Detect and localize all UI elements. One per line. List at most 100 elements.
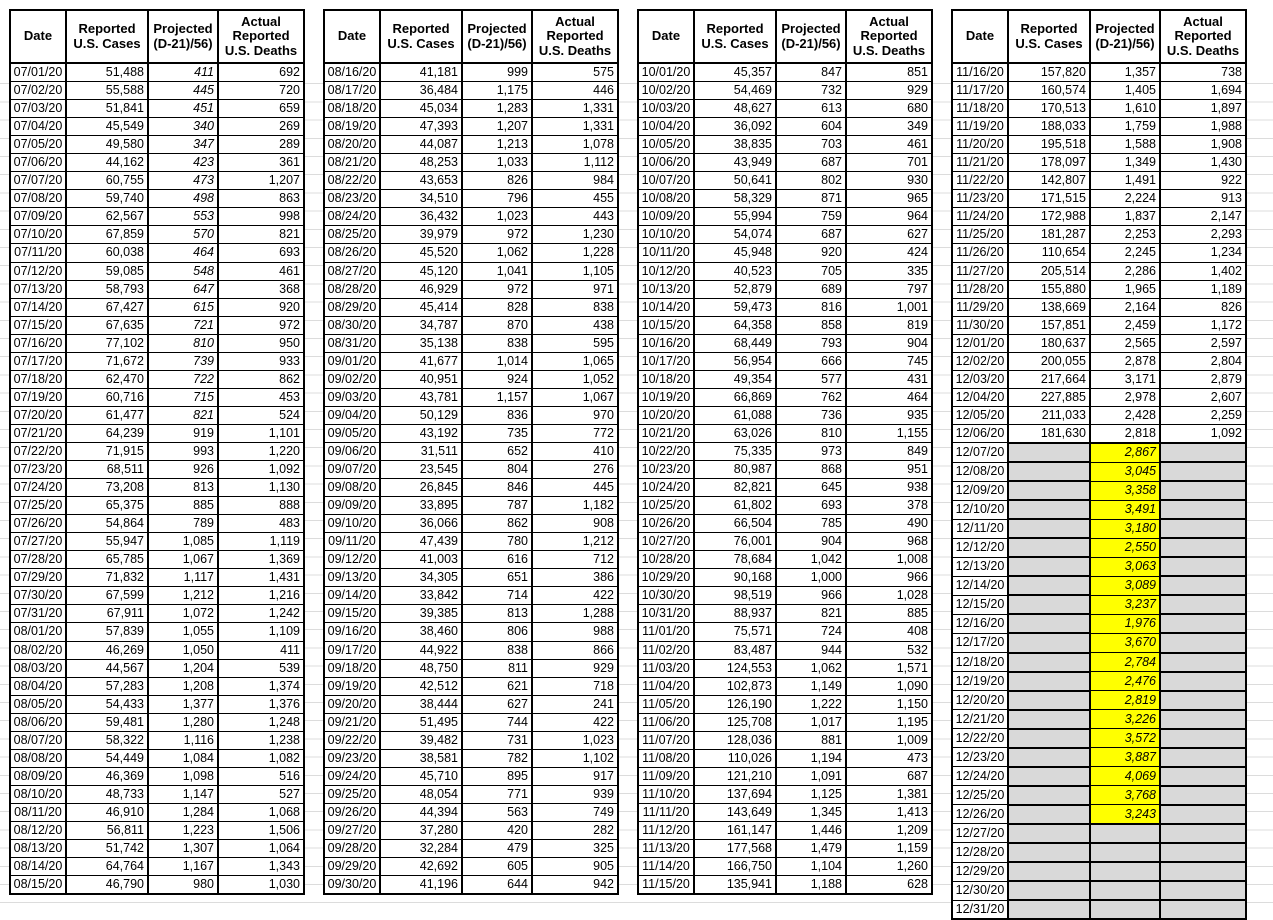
- cell-projected[interactable]: 445: [147, 81, 219, 101]
- cell-projected[interactable]: 895: [461, 766, 533, 786]
- cell-projected[interactable]: 836: [461, 405, 533, 425]
- cell-date[interactable]: 07/12/20: [9, 261, 67, 281]
- cell-date[interactable]: 10/02/20: [637, 81, 695, 101]
- cell-actual-deaths[interactable]: 938: [845, 478, 933, 498]
- cell-date[interactable]: 08/26/20: [323, 243, 381, 263]
- cell-date[interactable]: 07/25/20: [9, 496, 67, 516]
- cell-reported-cases[interactable]: 54,864: [65, 514, 149, 534]
- cell-projected[interactable]: 731: [461, 730, 533, 750]
- col-header-date[interactable]: Date: [637, 9, 695, 64]
- cell-reported-cases[interactable]: 45,520: [379, 243, 463, 263]
- cell-actual-deaths[interactable]: [1159, 461, 1247, 483]
- cell-projected[interactable]: 451: [147, 99, 219, 119]
- cell-actual-deaths[interactable]: 930: [845, 171, 933, 191]
- cell-date[interactable]: 09/10/20: [323, 514, 381, 534]
- cell-actual-deaths[interactable]: 627: [845, 225, 933, 245]
- cell-date[interactable]: 11/29/20: [951, 297, 1009, 317]
- cell-projected[interactable]: 1,349: [1089, 153, 1161, 173]
- cell-reported-cases[interactable]: 36,092: [693, 117, 777, 137]
- cell-projected[interactable]: 621: [461, 676, 533, 696]
- cell-actual-deaths[interactable]: [1159, 575, 1247, 597]
- cell-date[interactable]: 12/09/20: [951, 480, 1009, 501]
- cell-actual-deaths[interactable]: 1,413: [845, 802, 933, 822]
- cell-date[interactable]: 10/13/20: [637, 279, 695, 299]
- cell-projected[interactable]: 1,588: [1089, 135, 1161, 155]
- cell-actual-deaths[interactable]: [1159, 803, 1247, 825]
- cell-actual-deaths[interactable]: 950: [217, 333, 305, 353]
- cell-projected[interactable]: 802: [775, 171, 847, 191]
- cell-date[interactable]: 08/19/20: [323, 117, 381, 137]
- cell-actual-deaths[interactable]: 1,172: [1159, 315, 1247, 335]
- cell-projected[interactable]: 862: [461, 514, 533, 534]
- cell-projected[interactable]: 813: [461, 604, 533, 624]
- cell-reported-cases[interactable]: 62,470: [65, 369, 149, 389]
- cell-actual-deaths[interactable]: 966: [845, 568, 933, 588]
- cell-date[interactable]: 10/05/20: [637, 135, 695, 155]
- cell-reported-cases[interactable]: 102,873: [693, 676, 777, 696]
- cell-date[interactable]: 08/14/20: [9, 857, 67, 877]
- cell-date[interactable]: 11/07/20: [637, 730, 695, 750]
- cell-actual-deaths[interactable]: 368: [217, 279, 305, 299]
- cell-projected[interactable]: 2,476: [1089, 671, 1161, 692]
- cell-projected[interactable]: 806: [461, 622, 533, 642]
- cell-reported-cases[interactable]: 36,484: [379, 81, 463, 101]
- cell-date[interactable]: 10/04/20: [637, 117, 695, 137]
- cell-actual-deaths[interactable]: 2,879: [1159, 369, 1247, 389]
- cell-reported-cases[interactable]: 44,162: [65, 153, 149, 173]
- cell-projected[interactable]: 1,610: [1089, 99, 1161, 119]
- cell-actual-deaths[interactable]: 738: [1159, 62, 1247, 83]
- cell-reported-cases[interactable]: 227,885: [1007, 387, 1091, 407]
- cell-date[interactable]: 08/11/20: [9, 802, 67, 822]
- cell-date[interactable]: 08/09/20: [9, 766, 67, 786]
- cell-actual-deaths[interactable]: 712: [531, 550, 619, 570]
- cell-reported-cases[interactable]: 59,740: [65, 189, 149, 209]
- cell-date[interactable]: 11/16/20: [951, 62, 1009, 83]
- cell-date[interactable]: 09/16/20: [323, 622, 381, 642]
- cell-actual-deaths[interactable]: 1,430: [1159, 153, 1247, 173]
- cell-actual-deaths[interactable]: 1,381: [845, 784, 933, 804]
- cell-reported-cases[interactable]: [1007, 727, 1091, 749]
- cell-projected[interactable]: 1,014: [461, 351, 533, 371]
- cell-reported-cases[interactable]: 143,649: [693, 802, 777, 822]
- cell-projected[interactable]: 868: [775, 460, 847, 480]
- cell-date[interactable]: 09/20/20: [323, 694, 381, 714]
- cell-reported-cases[interactable]: 73,208: [65, 478, 149, 498]
- cell-projected[interactable]: 736: [775, 405, 847, 425]
- cell-reported-cases[interactable]: 42,692: [379, 857, 463, 877]
- cell-reported-cases[interactable]: 217,664: [1007, 369, 1091, 389]
- cell-date[interactable]: 11/04/20: [637, 676, 695, 696]
- cell-projected[interactable]: 3,171: [1089, 369, 1161, 389]
- cell-date[interactable]: 10/31/20: [637, 604, 695, 624]
- cell-projected[interactable]: 846: [461, 478, 533, 498]
- cell-projected[interactable]: 4,069: [1089, 766, 1161, 787]
- cell-reported-cases[interactable]: [1007, 461, 1091, 483]
- cell-date[interactable]: 07/03/20: [9, 99, 67, 119]
- cell-date[interactable]: 11/12/20: [637, 820, 695, 841]
- cell-projected[interactable]: 2,878: [1089, 351, 1161, 371]
- cell-projected[interactable]: [1089, 861, 1161, 883]
- cell-actual-deaths[interactable]: 1,130: [217, 478, 305, 498]
- cell-projected[interactable]: 816: [775, 297, 847, 317]
- cell-date[interactable]: 10/26/20: [637, 514, 695, 534]
- cell-date[interactable]: 12/07/20: [951, 442, 1009, 463]
- cell-actual-deaths[interactable]: 325: [531, 839, 619, 859]
- cell-actual-deaths[interactable]: 922: [1159, 171, 1247, 191]
- cell-projected[interactable]: 828: [461, 297, 533, 317]
- cell-reported-cases[interactable]: 56,811: [65, 820, 149, 841]
- cell-date[interactable]: 08/25/20: [323, 225, 381, 245]
- cell-reported-cases[interactable]: 135,941: [693, 875, 777, 896]
- cell-projected[interactable]: 1,284: [147, 802, 219, 822]
- cell-date[interactable]: 11/30/20: [951, 315, 1009, 335]
- cell-projected[interactable]: 1,041: [461, 261, 533, 281]
- cell-date[interactable]: 08/07/20: [9, 730, 67, 750]
- cell-date[interactable]: 10/28/20: [637, 550, 695, 570]
- cell-date[interactable]: 09/13/20: [323, 568, 381, 588]
- cell-projected[interactable]: 3,887: [1089, 747, 1161, 768]
- cell-projected[interactable]: 3,243: [1089, 804, 1161, 825]
- cell-projected[interactable]: 644: [461, 875, 533, 896]
- cell-projected[interactable]: 735: [461, 423, 533, 443]
- cell-actual-deaths[interactable]: 539: [217, 658, 305, 678]
- cell-date[interactable]: 08/03/20: [9, 658, 67, 678]
- cell-reported-cases[interactable]: 59,085: [65, 261, 149, 281]
- cell-projected[interactable]: 3,237: [1089, 594, 1161, 615]
